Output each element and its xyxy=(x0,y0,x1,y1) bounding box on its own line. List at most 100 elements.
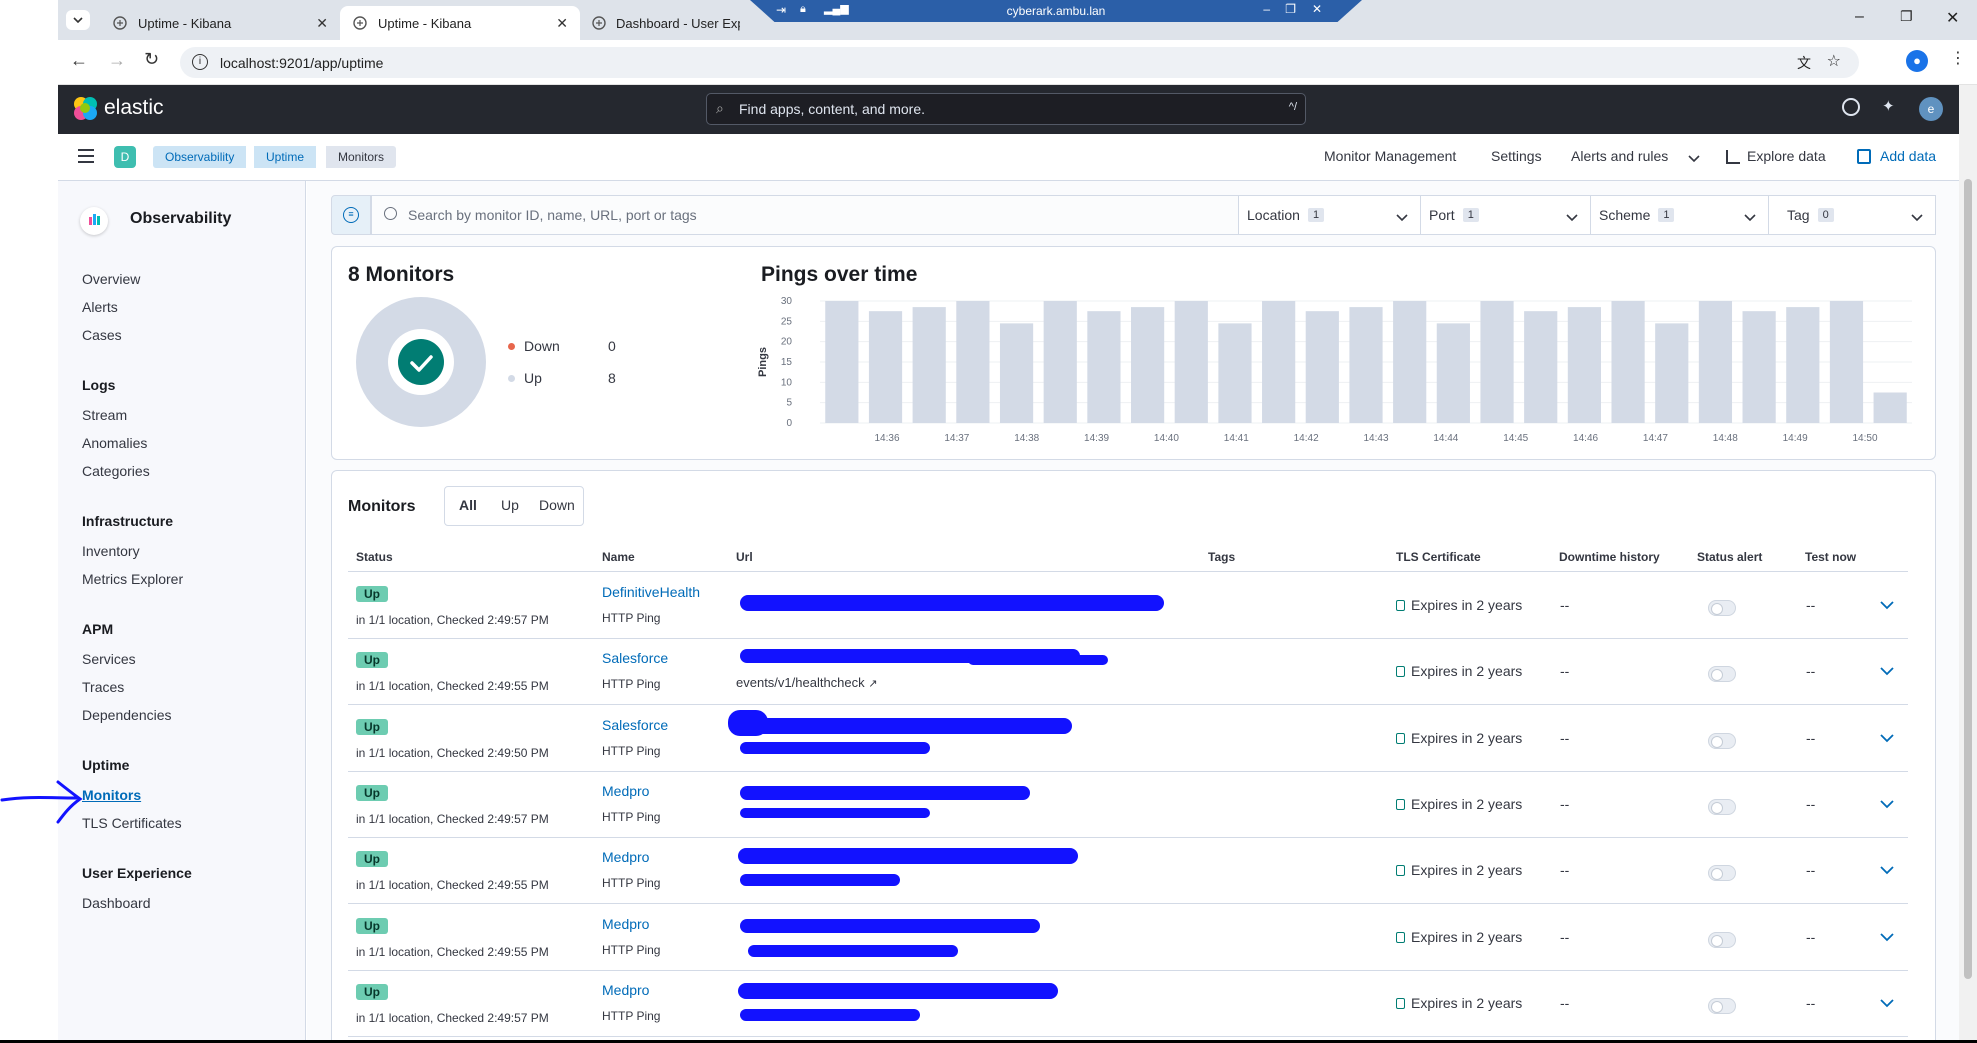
monitor-name-link[interactable]: Medpro xyxy=(602,849,650,865)
filter-down-button[interactable]: Down xyxy=(539,497,575,513)
filter-label: Tag xyxy=(1787,207,1810,223)
query-language-button[interactable]: ≡ xyxy=(331,195,371,235)
filter-up-button[interactable]: Up xyxy=(501,497,519,513)
test-now-value: -- xyxy=(1806,995,1816,1011)
chart-bar xyxy=(868,311,903,423)
monitor-name-link[interactable]: Salesforce xyxy=(602,717,669,733)
sidebar-item-overview[interactable]: Overview xyxy=(82,271,141,287)
site-info-icon[interactable]: i xyxy=(192,54,208,70)
news-feed-icon[interactable]: ✦ xyxy=(1882,98,1895,115)
window-minimize-icon[interactable]: – xyxy=(1855,8,1864,25)
alerts-and-rules-menu[interactable]: Alerts and rules xyxy=(1571,148,1669,164)
sidebar-item-services[interactable]: Services xyxy=(82,651,136,667)
global-search-input[interactable]: ⌕ Find apps, content, and more. ^/ xyxy=(706,93,1306,125)
status-alert-toggle[interactable] xyxy=(1708,865,1736,881)
sidebar-item-alerts[interactable]: Alerts xyxy=(82,299,118,315)
expand-row-chevron-icon[interactable] xyxy=(1880,995,1894,1013)
monitor-name-link[interactable]: Medpro xyxy=(602,916,650,932)
status-alert-toggle[interactable] xyxy=(1708,600,1736,616)
settings-link[interactable]: Settings xyxy=(1491,148,1542,164)
downtime-history: -- xyxy=(1560,995,1570,1011)
breadcrumb-uptime[interactable]: Uptime xyxy=(254,146,317,168)
expand-row-chevron-icon[interactable] xyxy=(1880,862,1894,880)
browser-tab-1[interactable]: Uptime - Kibana ✕ xyxy=(100,6,340,40)
browser-menu-icon[interactable]: ⋮ xyxy=(1950,50,1966,67)
status-alert-toggle[interactable] xyxy=(1708,998,1736,1014)
sidebar-item-traces[interactable]: Traces xyxy=(82,679,125,695)
bookmark-star-icon[interactable]: ☆ xyxy=(1826,53,1841,70)
scrollbar-thumb[interactable] xyxy=(1964,179,1972,979)
tls-certificate-status: Expires in 2 years xyxy=(1396,730,1522,746)
browser-tab-2[interactable]: Uptime - Kibana ✕ xyxy=(340,6,580,40)
x-tick-label: 14:44 xyxy=(1433,433,1458,444)
close-tab-icon[interactable]: ✕ xyxy=(556,14,568,31)
sidebar-item-stream[interactable]: Stream xyxy=(82,407,128,423)
monitor-name-link[interactable]: Medpro xyxy=(602,783,650,799)
location-filter[interactable]: Location 1 xyxy=(1239,196,1420,234)
browser-tab-3[interactable]: Dashboard - User Experience xyxy=(580,6,740,40)
elastic-logo[interactable]: elastic xyxy=(72,95,164,121)
monitor-name-link[interactable]: DefinitiveHealth xyxy=(602,584,701,600)
sidebar-item-cases[interactable]: Cases xyxy=(82,327,122,343)
close-tab-icon[interactable]: ✕ xyxy=(316,14,328,31)
monitor-name-link[interactable]: Salesforce xyxy=(602,650,669,666)
main-content: ≡ Search by monitor ID, name, URL, port … xyxy=(307,181,1959,1043)
window-restore-icon[interactable]: ❐ xyxy=(1900,8,1913,24)
sidebar-item-inventory[interactable]: Inventory xyxy=(82,543,140,559)
status-alert-toggle[interactable] xyxy=(1708,666,1736,682)
remote-close-icon[interactable]: ✕ xyxy=(1311,2,1322,16)
space-avatar[interactable]: D xyxy=(114,146,136,168)
search-shortcut: ^/ xyxy=(1288,101,1297,113)
monitor-name-link[interactable]: Medpro xyxy=(602,982,650,998)
tls-expiry-text: Expires in 2 years xyxy=(1411,862,1523,878)
sidebar-item-metrics-explorer[interactable]: Metrics Explorer xyxy=(82,571,184,587)
status-alert-toggle[interactable] xyxy=(1708,733,1736,749)
search-icon: ⌕ xyxy=(716,100,724,116)
reload-icon[interactable]: ↻ xyxy=(144,49,160,69)
add-data-link[interactable]: Add data xyxy=(1880,148,1937,164)
monitor-url-link[interactable]: events/v1/healthcheck ↗ xyxy=(736,675,877,690)
status-alert-toggle[interactable] xyxy=(1708,799,1736,815)
sidebar-item-categories[interactable]: Categories xyxy=(82,463,150,479)
expand-row-chevron-icon[interactable] xyxy=(1880,597,1894,615)
chevron-down-icon[interactable] xyxy=(1688,150,1700,168)
tag-filter[interactable]: Tag 0 xyxy=(1768,196,1935,234)
breadcrumb-observability[interactable]: Observability xyxy=(153,146,247,168)
remote-restore-icon[interactable]: ❐ xyxy=(1285,2,1296,16)
tab-list-chevron-icon[interactable] xyxy=(66,10,90,30)
url-field[interactable]: i localhost:9201/app/uptime 文 ☆ xyxy=(180,47,1859,78)
monitor-search-input[interactable]: Search by monitor ID, name, URL, port or… xyxy=(371,195,1239,235)
profile-icon[interactable]: ● xyxy=(1906,50,1928,72)
page-scrollbar[interactable] xyxy=(1959,85,1977,1043)
port-filter[interactable]: Port 1 xyxy=(1420,196,1590,234)
filter-bar: ≡ Search by monitor ID, name, URL, port … xyxy=(331,195,1936,235)
expand-row-chevron-icon[interactable] xyxy=(1880,796,1894,814)
table-row: Up in 1/1 location, Checked 2:49:50 PM Sal… xyxy=(348,706,1908,772)
sidebar-item-dependencies[interactable]: Dependencies xyxy=(82,707,172,723)
help-icon[interactable] xyxy=(1842,98,1860,116)
sidebar-item-monitors[interactable]: Monitors xyxy=(82,787,142,803)
pin-icon[interactable]: ⇥ xyxy=(776,3,787,17)
status-alert-toggle[interactable] xyxy=(1708,932,1736,948)
redaction-scribble xyxy=(738,848,1078,864)
scheme-filter[interactable]: Scheme 1 xyxy=(1590,196,1768,234)
expand-row-chevron-icon[interactable] xyxy=(1880,730,1894,748)
sidebar-item-anomalies[interactable]: Anomalies xyxy=(82,435,148,451)
window-close-icon[interactable]: ✕ xyxy=(1946,10,1960,27)
filter-all-button[interactable]: All xyxy=(459,497,477,513)
explore-data-link[interactable]: Explore data xyxy=(1747,148,1826,164)
tls-expiry-text: Expires in 2 years xyxy=(1411,929,1523,945)
translate-icon[interactable]: 文 xyxy=(1797,55,1811,71)
back-icon[interactable]: ← xyxy=(70,50,88,70)
expand-row-chevron-icon[interactable] xyxy=(1880,663,1894,681)
y-tick-label: 0 xyxy=(786,418,792,429)
menu-toggle-icon[interactable] xyxy=(78,149,94,163)
remote-minimize-icon[interactable]: – xyxy=(1263,2,1270,16)
forward-icon[interactable]: → xyxy=(108,50,126,70)
monitor-management-link[interactable]: Monitor Management xyxy=(1324,148,1457,164)
sidebar-item-dashboard[interactable]: Dashboard xyxy=(82,895,151,911)
expand-row-chevron-icon[interactable] xyxy=(1880,929,1894,947)
sidebar-item-tls-certificates[interactable]: TLS Certificates xyxy=(82,815,182,831)
user-avatar[interactable]: e xyxy=(1919,97,1943,121)
test-now-value: -- xyxy=(1806,862,1816,878)
